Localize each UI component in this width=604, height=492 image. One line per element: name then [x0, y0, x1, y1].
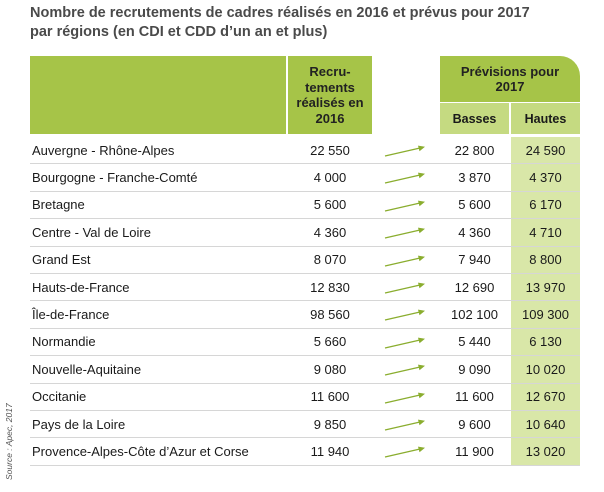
- table-row: Hauts-de-France 12 830 12 690 13 970: [30, 273, 580, 302]
- hautes-value: 13 970: [511, 273, 580, 301]
- hautes-value: 12 670: [511, 383, 580, 410]
- arrow-right-icon: [384, 145, 425, 157]
- recrutements-value: 22 550: [310, 142, 350, 158]
- region-name: Bretagne: [32, 197, 85, 213]
- hautes-value: 24 590: [511, 137, 580, 164]
- basses-value: 5 440: [458, 334, 491, 350]
- table-row: Bourgogne - Franche-Comté 4 000 3 870 4 370: [30, 164, 580, 192]
- arrow-right-icon: [384, 337, 425, 349]
- arrow-right-icon: [384, 282, 425, 294]
- recrutements-value: 8 070: [313, 252, 347, 268]
- arrow-right-icon: [384, 446, 425, 458]
- source-text: Source : Apec, 2017: [4, 403, 14, 480]
- region-name: Île-de-France: [32, 307, 110, 323]
- recrutements-value: 5 660: [313, 334, 347, 350]
- header-basses: Basses: [440, 103, 509, 134]
- recrutements-value: 11 600: [310, 389, 350, 405]
- hautes-value: 10 020: [511, 356, 580, 383]
- hautes-value: 4 370: [511, 164, 580, 191]
- basses-value: 11 600: [455, 389, 494, 405]
- recrutements-value: 9 080: [313, 361, 347, 377]
- recrutements-value: 11 940: [310, 443, 350, 459]
- hautes-value: 109 300: [511, 301, 580, 328]
- table-row: Bretagne 5 600 5 600 6 170: [30, 191, 580, 220]
- basses-value: 102 100: [451, 307, 498, 323]
- table-title: Nombre de recrutements de cadres réalisé…: [30, 4, 590, 42]
- source-note: Source : Apec, 2017: [4, 400, 18, 480]
- region-name: Auvergne - Rhône-Alpes: [32, 142, 175, 158]
- header-previsions-label: Prévisions pour 2017: [460, 63, 560, 95]
- region-name: Normandie: [32, 334, 96, 350]
- table-row: Occitanie 11 600 11 600 12 670: [30, 383, 580, 411]
- region-name: Grand Est: [32, 252, 91, 268]
- basses-value: 5 600: [458, 197, 491, 213]
- basses-value: 22 800: [454, 142, 495, 158]
- header-recrutements-label: Recru- tements réalisés en 2016: [296, 64, 364, 126]
- table-row: Normandie 5 660 5 440 6 130: [30, 328, 580, 357]
- arrow-right-icon: [384, 419, 425, 431]
- table-row: Centre - Val de Loire 4 360 4 360 4 710: [30, 219, 580, 247]
- table-row: Auvergne - Rhône-Alpes 22 550 22 800 24 590: [30, 137, 580, 165]
- arrow-right-icon: [384, 309, 425, 322]
- header-region-cell: [30, 56, 286, 134]
- region-name: Provence-Alpes-Côte d’Azur et Corse: [32, 443, 249, 459]
- table-row: Pays de la Loire 9 850 9 600 10 640: [30, 410, 580, 439]
- header-recrutements: Recru- tements réalisés en 2016: [288, 56, 372, 134]
- arrow-right-icon: [384, 227, 425, 239]
- hautes-value: 13 020: [511, 438, 580, 465]
- region-name: Centre - Val de Loire: [32, 224, 151, 240]
- region-name: Bourgogne - Franche-Comté: [32, 170, 198, 186]
- region-name: Occitanie: [32, 389, 87, 405]
- table-row: Île-de-France 98 560 102 100 109 300: [30, 301, 580, 329]
- basses-value: 11 900: [455, 443, 494, 459]
- table-body: Auvergne - Rhône-Alpes 22 550 22 800 24 590…: [30, 137, 580, 466]
- table-row: Provence-Alpes-Côte d’Azur et Corse 11 94…: [30, 438, 580, 466]
- region-name: Pays de la Loire: [32, 416, 126, 432]
- recrutements-value: 98 560: [310, 307, 350, 323]
- recrutements-value: 4 360: [313, 224, 347, 240]
- header-previsions: Prévisions pour 2017: [440, 56, 580, 102]
- recrutements-value: 4 000: [313, 170, 347, 186]
- title-line-1: Nombre de recrutements de cadres réalisé…: [30, 5, 530, 21]
- arrow-right-icon: [384, 255, 425, 267]
- basses-value: 7 940: [458, 252, 491, 268]
- header-hautes: Hautes: [511, 103, 580, 134]
- table-row: Grand Est 8 070 7 940 8 800: [30, 246, 580, 274]
- recrutements-value: 5 600: [313, 197, 347, 213]
- hautes-value: 6 170: [511, 191, 580, 219]
- basses-value: 3 870: [458, 170, 491, 186]
- arrow-right-icon: [384, 200, 425, 212]
- region-name: Hauts-de-France: [32, 279, 130, 295]
- hautes-value: 8 800: [511, 246, 580, 273]
- hautes-value: 10 640: [511, 410, 580, 438]
- basses-value: 9 600: [458, 416, 491, 432]
- arrow-right-icon: [384, 392, 425, 404]
- basses-value: 4 360: [458, 224, 491, 240]
- arrow-right-icon: [384, 364, 425, 376]
- title-line-2: par régions (en CDI et CDD d’un an et pl…: [30, 24, 328, 40]
- table-row: Nouvelle-Aquitaine 9 080 9 090 10 020: [30, 356, 580, 384]
- basses-value: 9 090: [458, 361, 491, 377]
- region-name: Nouvelle-Aquitaine: [32, 361, 142, 377]
- hautes-value: 6 130: [511, 328, 580, 356]
- arrow-right-icon: [384, 172, 425, 185]
- recrutements-value: 9 850: [313, 416, 347, 432]
- recrutements-value: 12 830: [310, 279, 350, 295]
- basses-value: 12 690: [454, 279, 495, 295]
- hautes-value: 4 710: [511, 219, 580, 246]
